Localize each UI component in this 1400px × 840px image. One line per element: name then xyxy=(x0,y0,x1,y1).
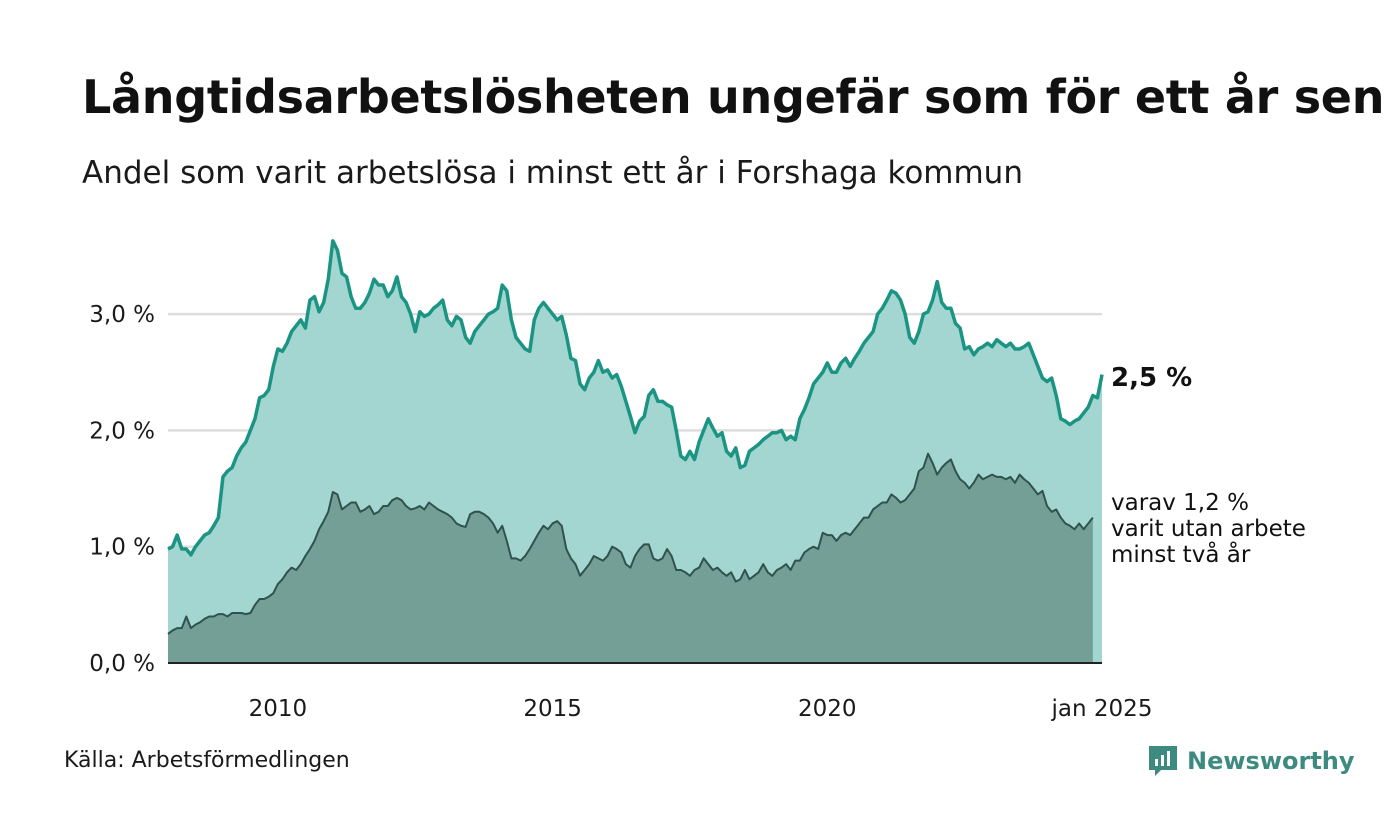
chart-subtitle: Andel som varit arbetslösa i minst ett å… xyxy=(82,155,1023,191)
x-axis-ticks: 2010 2015 2020 jan 2025 xyxy=(249,696,1153,722)
end-label-two-years-line-1: varav 1,2 % xyxy=(1111,490,1249,516)
chart-title: Långtidsarbetslösheten ungefär som för e… xyxy=(82,70,1385,124)
y-tick-label-2: 2,0 % xyxy=(89,418,155,444)
x-tick-label-3: jan 2025 xyxy=(1051,696,1153,722)
end-label-two-years: varav 1,2 % varit utan arbete minst två … xyxy=(1111,490,1306,568)
newsworthy-bar-chart-icon xyxy=(1149,746,1177,776)
end-label-two-years-line-3: minst två år xyxy=(1111,540,1251,568)
x-tick-label-2: 2020 xyxy=(798,696,857,722)
brand-name: Newsworthy xyxy=(1187,747,1355,775)
brand-logo: Newsworthy xyxy=(1147,744,1355,778)
area-two-years-unemployed xyxy=(168,453,1093,663)
y-axis-ticks: 0,0 % 1,0 % 2,0 % 3,0 % xyxy=(89,302,155,677)
x-tick-label-1: 2015 xyxy=(523,696,582,722)
x-tick-label-0: 2010 xyxy=(249,696,308,722)
y-tick-label-0: 0,0 % xyxy=(89,651,155,677)
source-credit: Källa: Arbetsförmedlingen xyxy=(64,748,350,773)
y-tick-label-3: 3,0 % xyxy=(89,302,155,328)
end-label-two-years-line-2: varit utan arbete xyxy=(1111,516,1306,542)
end-label-long-term: 2,5 % xyxy=(1111,363,1192,393)
y-tick-label-1: 1,0 % xyxy=(89,535,155,561)
line-two-years-unemployed xyxy=(167,452,1094,635)
line-long-term-unemployed xyxy=(167,239,1104,557)
